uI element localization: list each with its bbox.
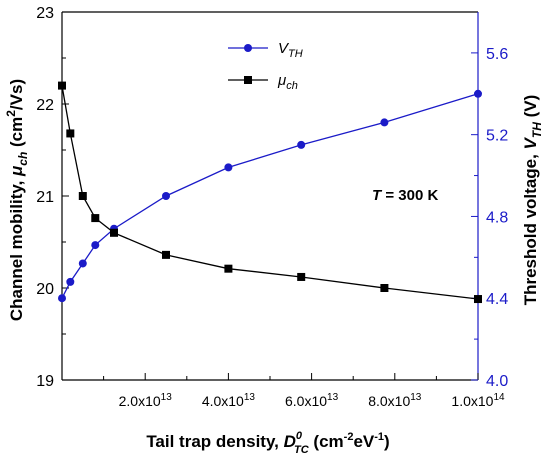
data-point (91, 241, 100, 250)
data-point (380, 118, 389, 127)
y-right-tick-label: 5.2 (486, 128, 508, 145)
legend-marker-vth (244, 44, 252, 52)
data-point (474, 89, 482, 98)
y-right-tick-label: 5.6 (486, 46, 508, 63)
data-point (297, 272, 306, 281)
x-tick-label: 8.0x1013 (368, 392, 422, 409)
x-tick-label: 2.0x1013 (119, 392, 173, 409)
data-point (66, 277, 75, 286)
legend-label-mu: μch (277, 72, 298, 92)
data-point (474, 295, 482, 304)
x-axis-title: Tail trap density, D0 TC (cm-2eV-1) (146, 430, 389, 456)
y-left-tick-label: 20 (36, 281, 54, 298)
data-point (91, 214, 100, 223)
data-point (110, 228, 118, 237)
data-point (78, 192, 87, 200)
data-point (162, 250, 170, 259)
series-line-1 (61, 85, 479, 300)
x-tick-label: 6.0x1013 (285, 392, 339, 409)
x-ticks: 2.0x1013 4.0x1013 6.0x1013 8.0x1013 1.0x1014 (103, 373, 505, 409)
series-line-0 (61, 93, 479, 299)
data-point (380, 284, 389, 292)
y-right-ticks: 4.0 4.4 4.8 5.2 5.6 (471, 46, 508, 390)
y-right-tick-label: 4.4 (486, 291, 508, 308)
x-tick-label: 4.0x1013 (202, 392, 256, 409)
y-left-tick-label: 23 (36, 5, 54, 22)
y-right-tick-label: 4.8 (486, 209, 508, 226)
data-point (66, 129, 75, 138)
data-point (58, 81, 66, 90)
legend: VTH μch (228, 40, 303, 92)
y-left-tick-label: 19 (36, 373, 54, 390)
temperature-annotation: T = 300 K (372, 187, 438, 204)
legend-entry-vth: VTH (228, 40, 303, 60)
y-right-axis-title: Threshold voltage, VTH (V) (521, 95, 544, 306)
data-point (58, 294, 66, 303)
legend-entry-mu: μch (228, 72, 298, 92)
legend-marker-mu (244, 76, 252, 84)
y-left-tick-label: 21 (36, 189, 54, 206)
y-left-tick-label: 22 (36, 97, 54, 114)
y-left-axis-title: Channel mobility, μch (cm2/Vs) (4, 79, 30, 321)
legend-label-vth: VTH (278, 40, 303, 60)
series-layer (58, 81, 482, 304)
y-right-tick-label: 4.0 (486, 373, 508, 390)
y-left-ticks: 19 20 21 22 23 (36, 5, 69, 390)
data-point (78, 259, 87, 268)
x-tick-label: 1.0x1014 (451, 392, 505, 409)
data-point (224, 264, 233, 273)
data-point (297, 140, 306, 149)
data-point (224, 163, 233, 172)
data-point (162, 192, 170, 200)
